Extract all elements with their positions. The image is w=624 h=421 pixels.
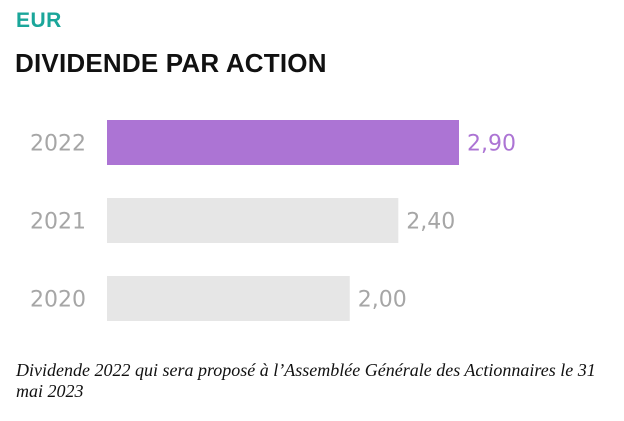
bar-2020: [107, 276, 350, 321]
value-label-2020: 2,00: [358, 288, 407, 313]
category-label-2020: 2020: [30, 288, 86, 313]
bar-2022: [107, 120, 459, 165]
bar-2021: [107, 198, 399, 243]
footnote: Dividende 2022 qui sera proposé à l’Asse…: [16, 360, 596, 401]
chart-title: DIVIDENDE PAR ACTION: [15, 48, 327, 78]
currency-label: EUR: [16, 9, 62, 32]
category-label-2022: 2022: [30, 132, 86, 157]
value-label-2022: 2,90: [467, 132, 516, 157]
value-label-2021: 2,40: [406, 210, 455, 235]
category-label-2021: 2021: [30, 210, 86, 235]
